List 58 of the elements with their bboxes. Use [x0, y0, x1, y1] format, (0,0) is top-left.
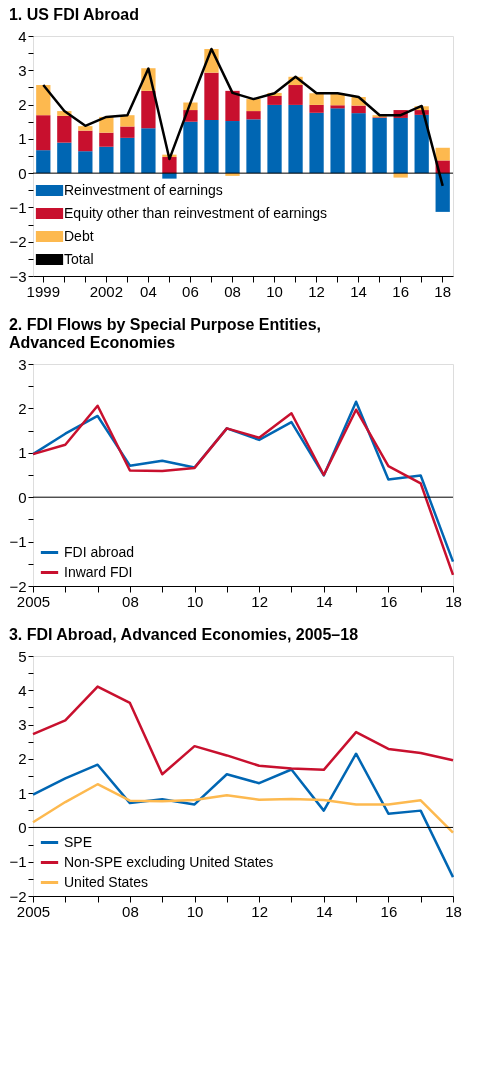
x-tick-label: 10: [186, 592, 204, 610]
y-tick-label: −3: [9, 267, 27, 285]
x-tick-label: 08: [122, 902, 139, 920]
chart-title: 2. FDI Flows by Special Purpose Entities, Advanced Economies: [8, 316, 321, 351]
y-tick-label: 3: [18, 61, 27, 79]
x-tick-label: 12: [251, 592, 268, 610]
y-tick-label: 2: [18, 399, 27, 417]
legend-label: Total: [64, 250, 94, 267]
y-tick-label: −1: [9, 853, 27, 871]
x-tick-label: 12: [308, 282, 325, 300]
x-tick-label: 16: [380, 592, 398, 610]
x-tick-label: 10: [186, 902, 204, 920]
legend-label: FDI abroad: [64, 543, 135, 560]
legend-label: Debt: [64, 227, 94, 244]
x-tick-label: 16: [380, 902, 398, 920]
y-tick-label: 3: [18, 355, 27, 373]
legend-label: United States: [64, 873, 149, 890]
y-tick-label: 3: [18, 716, 27, 734]
y-tick-label: 0: [18, 818, 27, 836]
y-tick-label: −2: [9, 233, 27, 251]
x-tick-label: 06: [182, 282, 199, 300]
y-tick-label: 5: [18, 647, 27, 665]
y-tick-label: 0: [18, 164, 27, 182]
y-tick-label: 2: [18, 750, 27, 768]
y-tick-label: −2: [9, 887, 27, 905]
legend-label: SPE: [64, 833, 93, 850]
x-tick-label: 14: [315, 902, 333, 920]
x-tick-label: 2005: [16, 902, 51, 920]
legend-label: Inward FDI: [64, 563, 133, 580]
y-tick-label: −1: [9, 533, 27, 551]
x-tick-label: 08: [224, 282, 241, 300]
x-tick-label: 14: [350, 282, 367, 300]
x-tick-label: 14: [315, 592, 333, 610]
chart-title: 3. FDI Abroad, Advanced Economies, 2005–18: [8, 626, 359, 643]
x-tick-label: 08: [122, 592, 139, 610]
legend-label: Equity other than reinvestment of earnings: [64, 204, 328, 221]
y-tick-label: 4: [18, 681, 27, 699]
x-tick-label: 16: [392, 282, 409, 300]
y-tick-label: 1: [18, 130, 27, 148]
y-tick-label: 1: [18, 784, 27, 802]
x-tick-label: 18: [445, 592, 462, 610]
y-tick-label: 2: [18, 96, 27, 114]
y-tick-label: −2: [9, 577, 27, 595]
y-tick-label: 0: [18, 488, 27, 506]
legend-label: Non-SPE excluding United States: [64, 853, 274, 870]
x-tick-label: 2005: [16, 592, 51, 610]
x-tick-label: 04: [140, 282, 157, 300]
x-tick-label: 12: [251, 902, 268, 920]
x-tick-label: 10: [266, 282, 283, 300]
x-tick-label: 2002: [89, 282, 124, 300]
x-tick-label: 18: [434, 282, 452, 300]
x-tick-label: 1999: [26, 282, 60, 300]
y-tick-label: 4: [18, 27, 27, 45]
y-tick-label: 1: [18, 444, 27, 462]
chart-title: 1. US FDI Abroad: [8, 6, 139, 23]
legend-label: Reinvestment of earnings: [64, 181, 223, 198]
x-tick-label: 18: [445, 902, 462, 920]
y-tick-label: −1: [9, 198, 27, 216]
